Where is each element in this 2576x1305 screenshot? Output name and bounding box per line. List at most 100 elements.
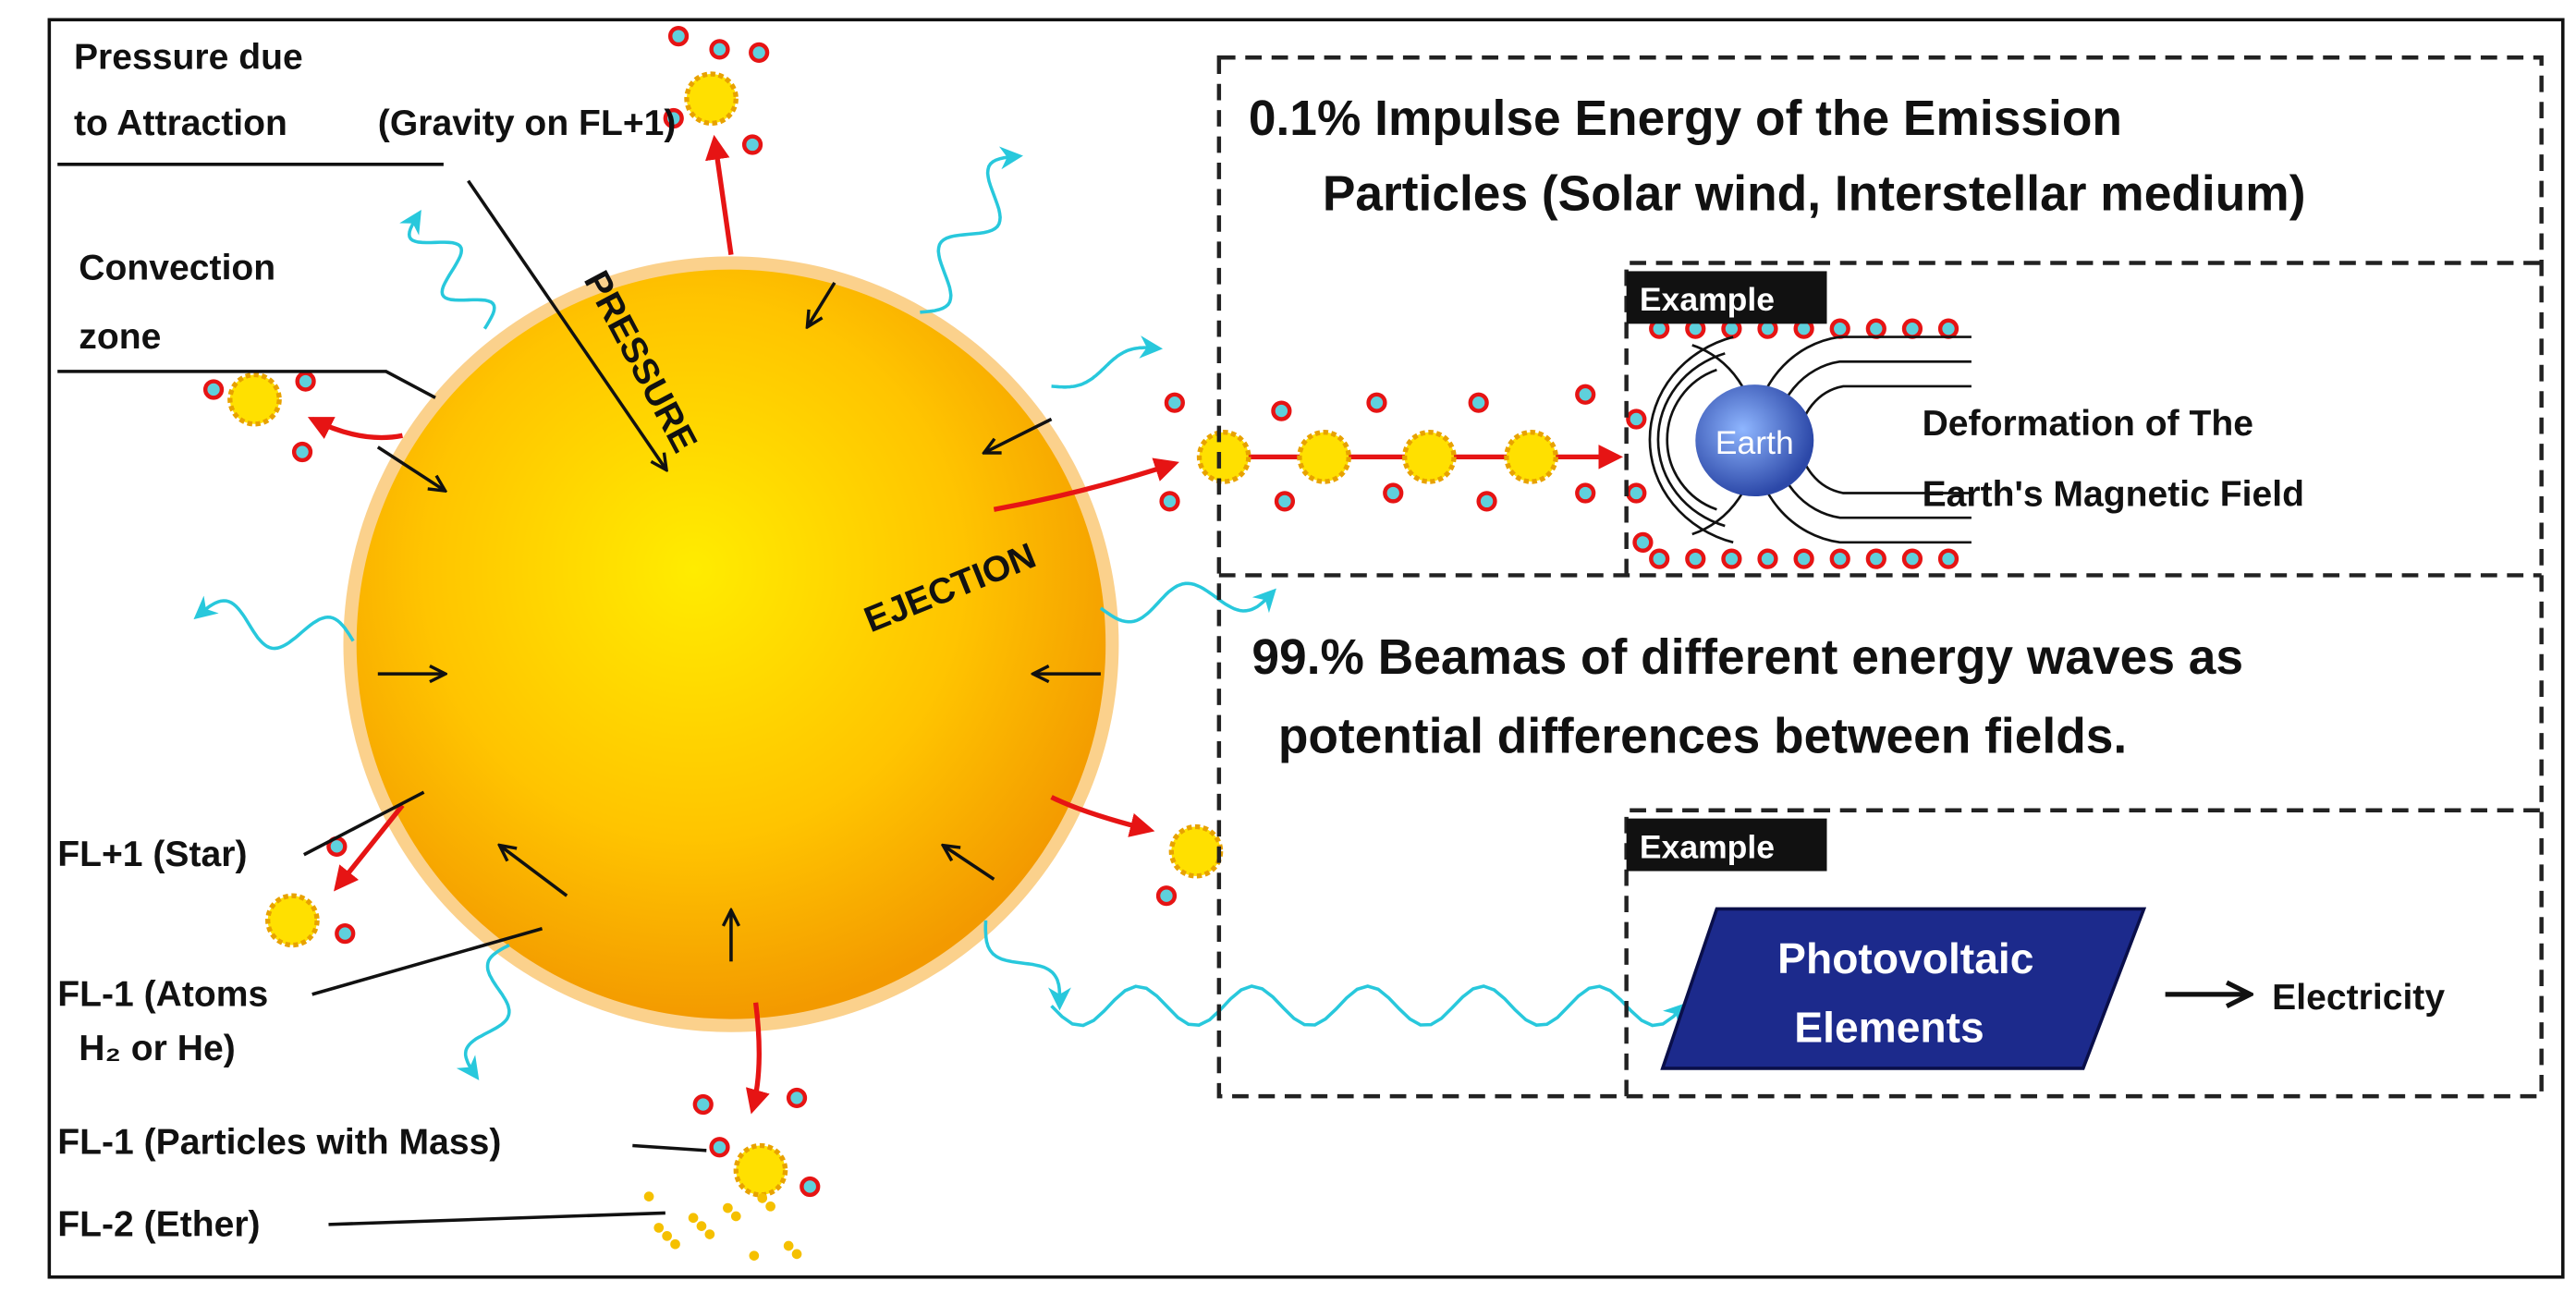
dot [1793,548,1814,569]
example-tag [1626,271,1827,324]
pressure-arrow [467,179,665,469]
particle [227,372,282,427]
ejection-arrow [704,134,734,256]
earth-label: Earth [1715,424,1794,461]
wave [456,943,511,1080]
label: to Attraction [74,104,287,143]
dot [1632,531,1654,553]
dot [1366,392,1387,413]
ejection-arrow [1050,795,1155,837]
dot [1271,400,1292,421]
caption: Deformation of The [1923,404,2253,444]
wave-arrows [193,146,1688,1080]
label: Convection [79,248,275,287]
frame [47,18,2565,1279]
example-tag-text: Example [1640,281,1775,318]
ether-dot [757,1193,768,1203]
leader [57,370,436,399]
dot [1649,548,1670,569]
panel-title: 0.1% Impulse Energy of the Emission [1249,91,2122,146]
label: Pressure due [74,38,303,78]
ejection-arrow [334,803,405,892]
inward-arrows [376,281,1101,962]
wave [1050,984,1688,1028]
ether-dot [765,1201,775,1212]
device [1660,907,2147,1070]
leader [632,1143,707,1153]
dot [202,379,225,400]
inward-arrow [808,281,836,325]
dot [786,1087,808,1109]
dot [741,134,763,155]
panel-title: 99.% Beamas of different energy waves as [1251,630,2243,685]
dot [1383,482,1404,504]
dot [1164,392,1185,413]
ether-dot [783,1240,794,1251]
dot [1721,548,1742,569]
label: (Gravity on FL+1) [378,104,677,143]
wave [983,920,1071,1011]
leader [328,1211,665,1226]
dot [1937,318,1959,339]
example-tag-text: Example [1640,828,1775,865]
inward-arrow [985,417,1053,452]
dot [709,39,730,60]
label: FL+1 (Star) [57,835,247,874]
ejection-arrow [307,417,403,441]
sun [356,269,1106,1019]
dot [1468,392,1489,413]
ether-dot [653,1223,665,1233]
particle [733,1142,788,1198]
dot [709,1137,730,1158]
dot [1757,548,1778,569]
panel-title: potential differences between fields. [1278,709,2127,763]
dot [1865,318,1886,339]
ejection-arrow [993,457,1179,512]
dot [1901,318,1923,339]
label: H₂ or He) [79,1029,235,1068]
dot [1159,491,1180,512]
dot [1937,548,1959,569]
panel-borders [1216,55,2544,1099]
dot [749,42,770,64]
wave [193,595,355,651]
dot [1575,384,1596,405]
dot [1829,318,1850,339]
dot [663,107,684,129]
particle [1168,823,1224,879]
dot [1155,885,1178,907]
particle [1402,430,1457,484]
ether-dot [643,1191,654,1201]
ether-dot [730,1211,741,1222]
ether-dot [662,1230,672,1241]
example-border [1624,261,2542,576]
inward-arrow [945,847,995,881]
particle [1504,430,1558,484]
leader [303,790,425,857]
label: FL-1 (Particles with Mass) [57,1122,501,1162]
wave [399,209,496,330]
dot [1829,548,1850,569]
particles [202,26,1959,1261]
leader [311,927,543,996]
dot [800,1176,821,1198]
dot [1685,548,1706,569]
wave [1099,581,1276,624]
dot [295,371,316,392]
result-label: Electricity [2272,978,2445,1018]
wave [1051,335,1164,389]
label: zone [79,317,161,357]
ether-dot [749,1250,760,1261]
device-label: Elements [1794,1003,1984,1051]
ether-dot [696,1221,707,1231]
example-border [1624,808,2542,1097]
dot [1626,409,1647,430]
ether-dot [688,1213,699,1224]
particle [1196,430,1251,484]
caption: Earth's Magnetic Field [1923,475,2304,515]
wave [920,146,1023,314]
dot [667,26,690,47]
earth [1695,384,1814,497]
